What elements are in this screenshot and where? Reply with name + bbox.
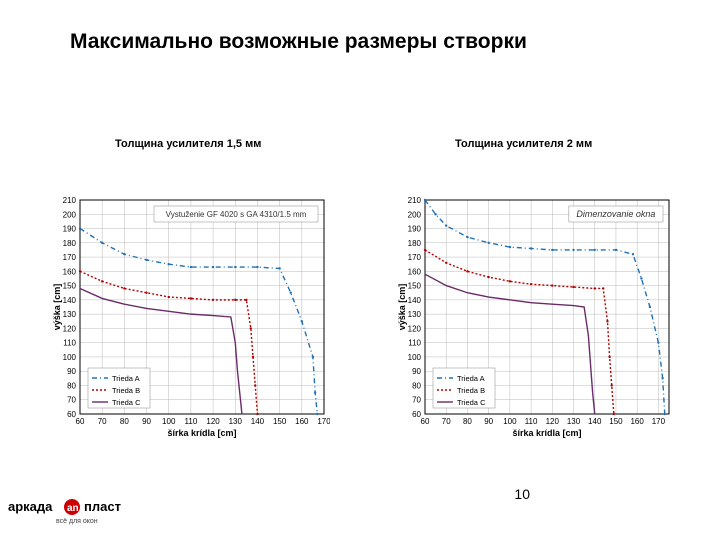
svg-text:160: 160	[295, 417, 309, 426]
svg-text:190: 190	[63, 225, 77, 234]
svg-text:70: 70	[412, 396, 421, 405]
svg-text:110: 110	[408, 339, 421, 348]
svg-text:130: 130	[63, 310, 77, 319]
svg-text:80: 80	[67, 381, 76, 390]
chart-left: 60 70 80 90 100 110 120 130 140 150 160 170 60 70 80 90…	[50, 192, 330, 442]
svg-text:130: 130	[408, 310, 422, 319]
logo-tagline: всё для окон	[56, 518, 98, 525]
svg-text:110: 110	[185, 417, 198, 426]
svg-text:70: 70	[67, 396, 76, 405]
svg-text:140: 140	[63, 296, 77, 305]
svg-text:110: 110	[63, 339, 76, 348]
svg-text:Dimenzovanie okna: Dimenzovanie okna	[576, 209, 655, 219]
svg-text:170: 170	[63, 253, 77, 262]
logo-text-right: пласт	[84, 499, 121, 514]
svg-text:110: 110	[525, 417, 538, 426]
svg-text:100: 100	[503, 417, 517, 426]
svg-text:Trieda C: Trieda C	[457, 398, 486, 407]
svg-text:140: 140	[588, 417, 602, 426]
svg-text:výška [cm]: výška [cm]	[52, 284, 62, 331]
svg-text:šírka krídla [cm]: šírka krídla [cm]	[167, 428, 236, 438]
svg-text:80: 80	[463, 417, 472, 426]
svg-text:130: 130	[229, 417, 243, 426]
svg-text:90: 90	[142, 417, 151, 426]
svg-text:160: 160	[63, 267, 77, 276]
subtitle-left: Толщина усилителя 1,5 мм	[115, 138, 261, 150]
svg-text:Trieda B: Trieda B	[457, 386, 485, 395]
svg-text:Trieda A: Trieda A	[112, 374, 140, 383]
svg-text:200: 200	[408, 210, 422, 219]
svg-text:an: an	[67, 503, 79, 514]
svg-text:šírka krídla [cm]: šírka krídla [cm]	[512, 428, 581, 438]
svg-text:200: 200	[63, 210, 77, 219]
svg-text:210: 210	[63, 196, 77, 205]
svg-text:170: 170	[652, 417, 666, 426]
svg-text:150: 150	[408, 282, 422, 291]
svg-text:100: 100	[162, 417, 176, 426]
svg-text:190: 190	[408, 225, 422, 234]
svg-text:80: 80	[412, 381, 421, 390]
svg-text:130: 130	[567, 417, 581, 426]
svg-text:90: 90	[412, 367, 421, 376]
svg-text:70: 70	[442, 417, 451, 426]
svg-text:180: 180	[408, 239, 422, 248]
svg-text:100: 100	[408, 353, 422, 362]
svg-text:Trieda B: Trieda B	[112, 386, 140, 395]
svg-text:100: 100	[63, 353, 77, 362]
svg-text:výška [cm]: výška [cm]	[397, 284, 407, 331]
svg-text:80: 80	[120, 417, 129, 426]
svg-text:160: 160	[408, 267, 422, 276]
svg-text:Trieda C: Trieda C	[112, 398, 141, 407]
svg-text:150: 150	[609, 417, 623, 426]
svg-text:60: 60	[67, 410, 76, 419]
chart-right: 60 70 80 90 100 110 120 130 140 150 160 170 60 70 80 90…	[395, 192, 675, 442]
svg-text:120: 120	[206, 417, 220, 426]
brand-logo: аркада an пласт всё для окон	[8, 497, 138, 532]
svg-text:120: 120	[408, 324, 422, 333]
svg-text:60: 60	[76, 417, 85, 426]
svg-text:170: 170	[317, 417, 330, 426]
svg-text:150: 150	[63, 282, 77, 291]
svg-text:90: 90	[67, 367, 76, 376]
svg-text:70: 70	[98, 417, 107, 426]
svg-text:120: 120	[546, 417, 560, 426]
svg-text:Vystuženie GF 4020 s GA 4310/1: Vystuženie GF 4020 s GA 4310/1.5 mm	[166, 210, 307, 219]
svg-text:180: 180	[63, 239, 77, 248]
svg-text:160: 160	[630, 417, 644, 426]
svg-text:120: 120	[63, 324, 77, 333]
svg-text:170: 170	[408, 253, 422, 262]
svg-text:210: 210	[408, 196, 422, 205]
svg-text:140: 140	[251, 417, 265, 426]
svg-text:140: 140	[408, 296, 422, 305]
svg-text:60: 60	[421, 417, 430, 426]
svg-text:Trieda A: Trieda A	[457, 374, 485, 383]
svg-text:150: 150	[273, 417, 287, 426]
logo-text-left: аркада	[8, 499, 53, 514]
svg-text:90: 90	[484, 417, 493, 426]
svg-text:60: 60	[412, 410, 421, 419]
subtitle-right: Толщина усилителя 2 мм	[455, 138, 592, 150]
page-title: Максимально возможные размеры створки	[70, 30, 527, 54]
page-number: 10	[514, 486, 530, 502]
